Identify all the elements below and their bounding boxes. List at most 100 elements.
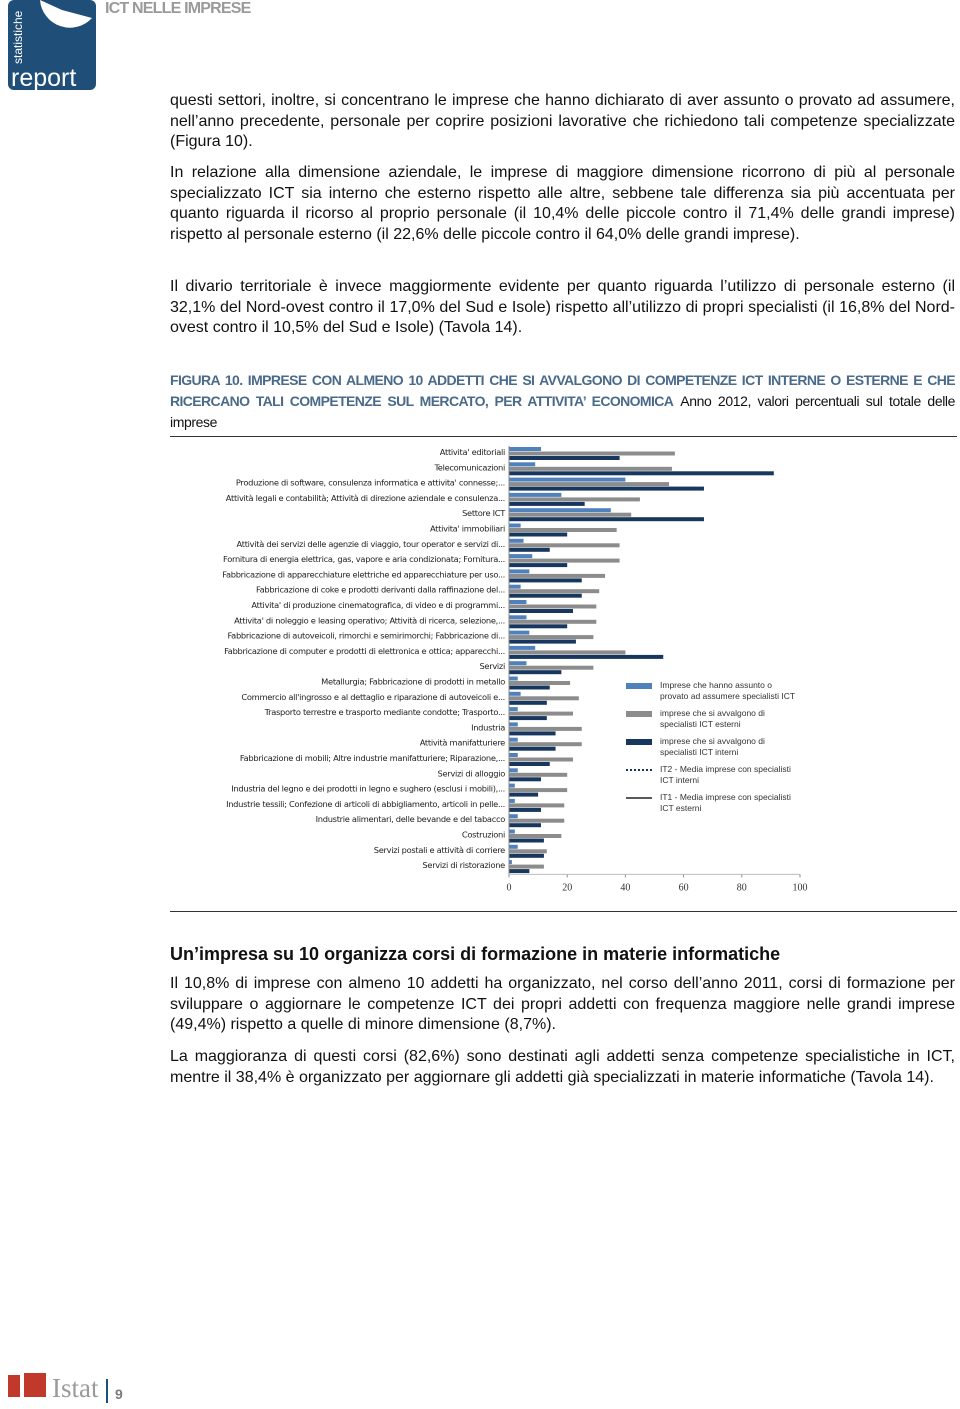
footer-logo bbox=[24, 1373, 46, 1397]
x-tick-label: 80 bbox=[737, 882, 747, 893]
rule bbox=[170, 911, 957, 912]
bar bbox=[509, 762, 550, 766]
bar bbox=[509, 554, 533, 559]
bar bbox=[509, 670, 562, 675]
bar bbox=[509, 807, 542, 812]
category-label: Fabbricazione di coke e prodotti derivan… bbox=[256, 585, 505, 595]
category-label: Commercio all'ingrosso e al dettaglio e … bbox=[241, 692, 505, 702]
category-label: Fabbricazione di mobili; Altre industrie… bbox=[240, 753, 505, 763]
bar bbox=[509, 558, 620, 563]
bar bbox=[509, 823, 542, 828]
bar bbox=[509, 573, 606, 578]
bar bbox=[509, 477, 626, 482]
paragraph: questi settori, inoltre, si concentrano … bbox=[170, 92, 955, 151]
category-label: Attivita' editoriali bbox=[440, 447, 505, 457]
bar bbox=[509, 829, 515, 834]
legend-swatch bbox=[626, 769, 652, 771]
legend-item: imprese che si avvalgono di specialisti … bbox=[626, 736, 796, 764]
bar bbox=[509, 722, 518, 727]
bar bbox=[509, 834, 562, 838]
bar bbox=[509, 569, 530, 574]
bar bbox=[509, 772, 568, 777]
bar bbox=[509, 700, 547, 705]
bar bbox=[509, 768, 518, 773]
bar bbox=[509, 711, 574, 716]
bar bbox=[509, 838, 544, 843]
footer: Istat 9 bbox=[8, 1373, 123, 1403]
bar bbox=[509, 665, 594, 670]
category-label: Servizi di alloggio bbox=[438, 768, 506, 778]
category-label: Servizi bbox=[479, 661, 505, 671]
footer-logo bbox=[8, 1375, 20, 1397]
category-label: Servizi postali e attività di corriere bbox=[374, 845, 505, 855]
bar bbox=[509, 818, 565, 823]
paragraph: In relazione alla dimensione aziendale, … bbox=[170, 164, 955, 244]
bar bbox=[509, 639, 576, 644]
x-tick-label: 100 bbox=[793, 882, 808, 893]
logo-text: report bbox=[11, 64, 76, 92]
bar bbox=[509, 532, 568, 537]
caption-title: FIGURA 10. IMPRESE CON ALMENO 10 ADDETTI… bbox=[170, 372, 956, 409]
legend: Imprese che hanno assunto o provato ad a… bbox=[626, 680, 796, 820]
chart: Attivita' editoriali Telecomunicazioni Pro… bbox=[222, 446, 808, 893]
bar bbox=[509, 517, 704, 522]
bar bbox=[509, 482, 670, 487]
legend-item: IT2 - Media imprese con specialisti ICT … bbox=[626, 764, 796, 792]
bar bbox=[509, 528, 617, 532]
bar bbox=[509, 624, 568, 629]
paragraph: Il 10,8% di imprese con almeno 10 addett… bbox=[170, 975, 955, 1034]
category-label: Telecomunicazioni bbox=[433, 462, 505, 472]
figure-caption: FIGURA 10. IMPRESE CON ALMENO 10 ADDETTI… bbox=[170, 370, 956, 433]
bar bbox=[509, 589, 600, 594]
legend-item: imprese che si avvalgono di specialisti … bbox=[626, 708, 796, 736]
bar bbox=[509, 538, 524, 543]
bar bbox=[509, 803, 565, 808]
bar bbox=[509, 814, 518, 819]
category-label: Settore ICT bbox=[462, 508, 506, 518]
bar bbox=[509, 471, 774, 476]
bar bbox=[509, 798, 515, 803]
bar bbox=[509, 783, 515, 788]
category-label: Fabbricazione di computer e prodotti di … bbox=[224, 646, 505, 656]
logo: statistiche report bbox=[8, 0, 96, 92]
bar bbox=[509, 869, 530, 874]
category-label: Fabbricazione di apparecchiature elettri… bbox=[222, 569, 505, 579]
legend-swatch bbox=[626, 683, 652, 689]
bar bbox=[509, 707, 518, 712]
legend-swatch bbox=[626, 739, 652, 745]
x-tick-label: 60 bbox=[679, 882, 689, 893]
bar bbox=[509, 731, 556, 736]
section-heading: Un’impresa su 10 organizza corsi di form… bbox=[170, 944, 781, 964]
category-label: Attivita' di noleggio e leasing operativ… bbox=[234, 615, 505, 625]
header-title: ICT NELLE IMPRESE bbox=[105, 0, 251, 17]
category-label: Attività legali e contabilità; Attività … bbox=[226, 493, 505, 503]
category-label: Attivita' di produzione cinematografica,… bbox=[251, 600, 505, 610]
bar bbox=[509, 844, 518, 849]
legend-swatch bbox=[626, 797, 652, 799]
bar bbox=[509, 661, 527, 666]
logo-text: statistiche bbox=[11, 10, 25, 64]
bar bbox=[509, 753, 518, 757]
bar bbox=[509, 864, 544, 869]
bar bbox=[509, 860, 512, 865]
bar bbox=[509, 466, 672, 471]
legend-label: IT1 - Media imprese con specialisti ICT … bbox=[660, 792, 791, 813]
bar bbox=[509, 497, 640, 502]
bar bbox=[509, 630, 530, 635]
bar bbox=[509, 716, 547, 721]
bar bbox=[509, 508, 611, 513]
bar bbox=[509, 742, 582, 747]
paragraph: La maggioranza di questi corsi (82,6%) s… bbox=[170, 1048, 955, 1086]
category-label: Trasporto terrestre e trasporto mediante… bbox=[264, 707, 505, 717]
bar bbox=[509, 578, 582, 583]
category-label: Industria del legno e dei prodotti in le… bbox=[231, 784, 505, 794]
bar bbox=[509, 696, 579, 701]
bar bbox=[509, 456, 620, 460]
category-label: Industrie tessili; Confezione di articol… bbox=[226, 799, 505, 809]
bar bbox=[509, 543, 620, 548]
category-label: Attività manifatturiere bbox=[420, 738, 505, 748]
x-tick-label: 40 bbox=[620, 882, 630, 893]
category-label: Produzione di software, consulenza infor… bbox=[236, 478, 505, 488]
bar bbox=[509, 681, 571, 685]
bar bbox=[509, 685, 550, 690]
